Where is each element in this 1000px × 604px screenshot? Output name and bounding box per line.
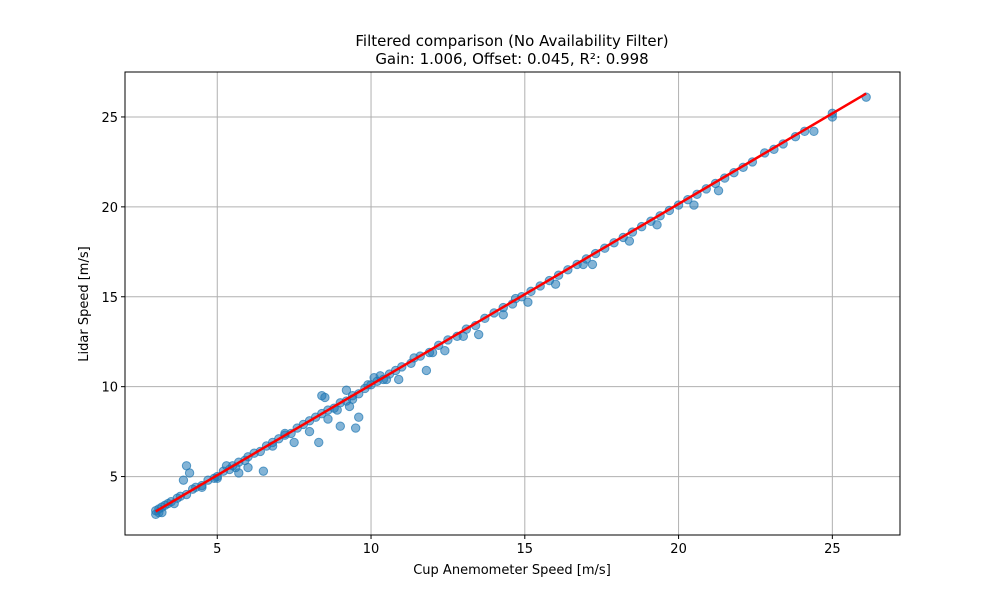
scatter-point [354,412,364,422]
y-tick-label: 15 [101,291,118,306]
x-tick-label: 25 [824,542,841,557]
chart-subtitle: Gain: 1.006, Offset: 0.045, R²: 0.998 [375,50,648,68]
x-tick-label: 5 [213,542,221,557]
y-tick-label: 5 [110,471,118,486]
scatter-point [713,185,724,196]
scatter-point [652,220,662,230]
plot-frame [124,71,901,536]
scatter-point [350,423,361,433]
scatter-point [624,236,635,246]
x-tick-label: 20 [670,542,687,557]
scatter-point [550,279,561,289]
scatter-point [320,392,330,403]
scatter-point [178,475,189,485]
fit-line [155,92,867,513]
scatter-point [323,414,333,424]
x-tick-label: 15 [517,542,534,557]
scatter-point [243,462,253,473]
scatter-point [440,345,450,356]
y-tick-label: 25 [101,111,118,126]
y-tick-label: 20 [101,201,118,216]
scatter-point [809,126,819,137]
scatter-point [473,329,484,340]
scatter-point [289,437,299,448]
x-axis-ticks: 5 10 15 20 25 [213,535,841,557]
scatter-point [341,385,352,395]
grid [125,72,900,535]
y-axis-label: Lidar Speed [m/s] [77,246,92,361]
scatter-point [184,468,195,478]
scatter-point [335,421,345,431]
scatter-point [689,200,699,210]
x-tick-label: 10 [363,542,380,557]
scatter-point [394,374,404,385]
scatter-point [458,331,468,342]
scatter-point [258,466,269,476]
y-tick-label: 10 [101,381,118,396]
y-axis-ticks: 5 10 15 20 25 [101,111,125,486]
scatter-point [587,259,598,270]
scatter-point [498,310,508,320]
scatter-point [304,426,315,437]
fit-line-group [155,92,867,513]
scatter-point [523,297,533,307]
scatter-point [421,365,432,376]
chart-title: Filtered comparison (No Availability Fil… [355,32,668,50]
scatter-point [314,437,324,448]
x-axis-label: Cup Anemometer Speed [m/s] [413,563,611,578]
